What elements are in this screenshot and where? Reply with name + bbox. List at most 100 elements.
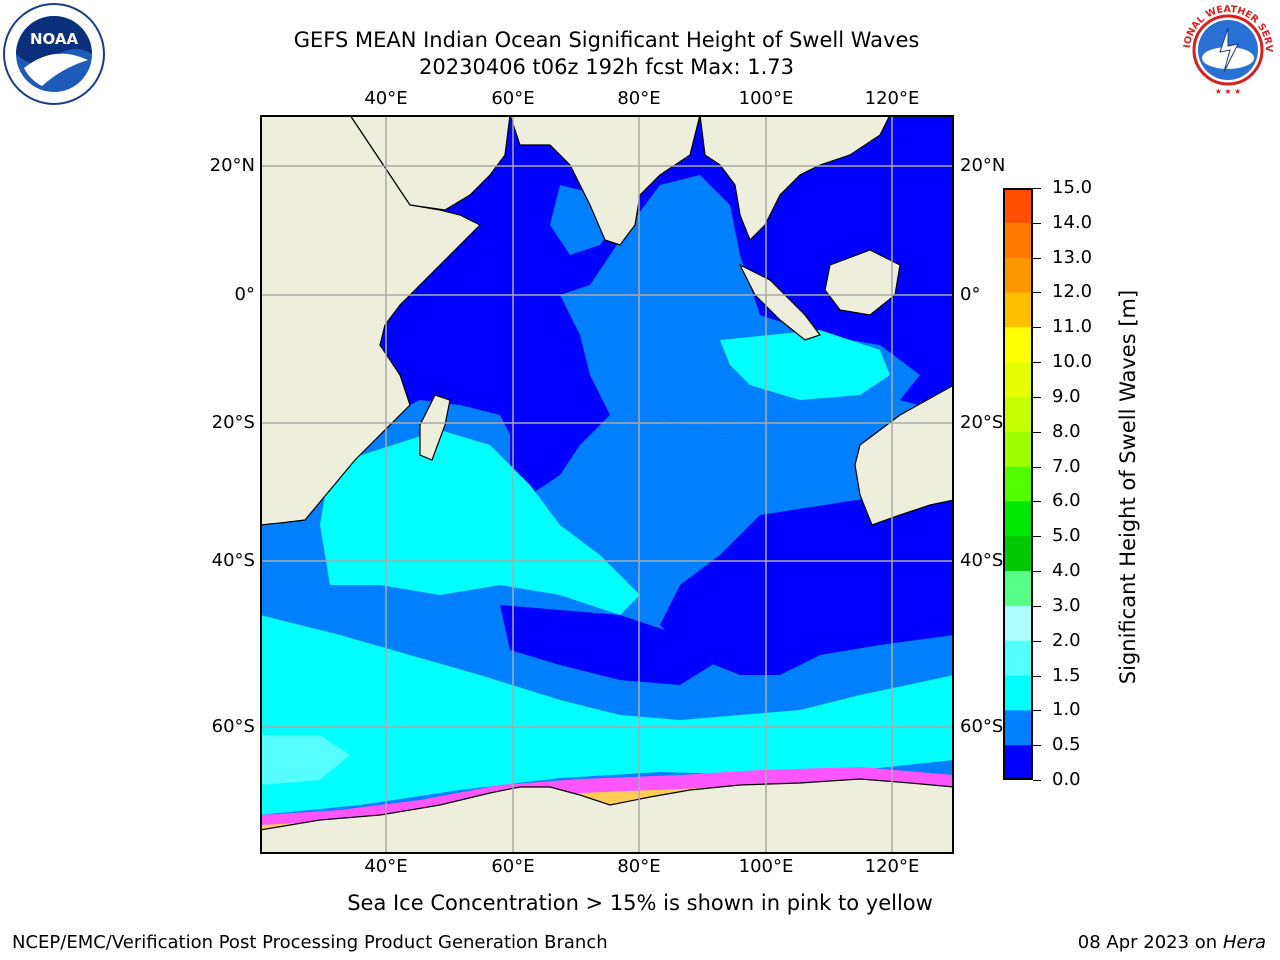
land-india: [509, 115, 701, 246]
land-borneo: [824, 249, 901, 316]
colorbar-segment: [1003, 710, 1033, 746]
colorbar-tick-mark: [1033, 257, 1041, 259]
colorbar-segment: [1003, 292, 1033, 328]
colorbar-tick-label: 3.0: [1052, 594, 1081, 616]
colorbar-segment: [1003, 188, 1033, 224]
lat-tick-right: 40°S: [960, 550, 1004, 571]
credit-organization: NCEP/EMC/Verification Post Processing Pr…: [12, 932, 608, 953]
swell-height-map: [260, 115, 954, 854]
colorbar-tick-mark: [1033, 396, 1041, 398]
colorbar-tick-label: 5.0: [1052, 525, 1081, 547]
colorbar-tick-mark: [1033, 780, 1041, 781]
colorbar-tick-mark: [1033, 536, 1041, 538]
colorbar-tick-label: 14.0: [1052, 211, 1093, 233]
land-madagascar: [419, 394, 451, 461]
lon-tick-bottom: 60°E: [491, 856, 535, 877]
noaa-logo: NOAA: [3, 3, 105, 105]
colorbar-segment: [1003, 327, 1033, 363]
colorbar-tick-mark: [1033, 466, 1041, 468]
lon-tick-bottom: 40°E: [364, 856, 408, 877]
colorbar-tick-label: 15.0: [1052, 177, 1093, 198]
colorbar-segment: [1003, 536, 1033, 572]
colorbar-tick-label: 13.0: [1052, 246, 1093, 268]
colorbar-tick-mark: [1033, 745, 1041, 747]
national-weather-service-logo: NATIONAL WEATHER SERVICE ★ ★ ★: [1178, 0, 1276, 98]
colorbar-tick-mark: [1033, 292, 1041, 294]
credit-date-text: 08 Apr 2023 on: [1077, 932, 1223, 953]
colorbar-tick-label: 10.0: [1052, 351, 1093, 373]
lon-tick-bottom: 120°E: [864, 856, 920, 877]
lat-tick-left: 0°: [234, 284, 255, 305]
colorbar-tick-label: 0.0: [1052, 769, 1081, 790]
colorbar-tick-mark: [1033, 675, 1041, 677]
colorbar-tick-mark: [1033, 431, 1041, 433]
lon-tick-top: 40°E: [364, 88, 408, 109]
colorbar-tick-mark: [1033, 640, 1041, 642]
low-swell-region-southeast: [660, 485, 954, 675]
colorbar-tick-label: 0.5: [1052, 734, 1081, 756]
colorbar-tick-mark: [1033, 571, 1041, 573]
lon-tick-top: 60°E: [491, 88, 535, 109]
lat-tick-right: 20°N: [960, 155, 1006, 176]
colorbar-segment: [1003, 466, 1033, 502]
colorbar-tick-label: 9.0: [1052, 385, 1081, 407]
map-gridlines: [260, 115, 954, 854]
chart-title: GEFS MEAN Indian Ocean Significant Heigh…: [293, 28, 920, 52]
colorbar-tick-label: 1.5: [1052, 664, 1081, 686]
low-swell-region-midocean: [500, 605, 720, 685]
colorbar-segment: [1003, 257, 1033, 293]
colorbar-border: [1003, 188, 1033, 780]
lon-tick-top: 80°E: [617, 88, 661, 109]
lat-tick-right: 60°S: [960, 716, 1004, 737]
credit-date: 08 Apr 2023 on Hera: [1078, 932, 1266, 953]
svg-text:★ ★ ★: ★ ★ ★: [1215, 87, 1242, 96]
colorbar-tick-mark: [1033, 605, 1041, 607]
high-swell-band-west: [260, 735, 350, 785]
colorbar-title: Significant Height of Swell Waves [m]: [1116, 289, 1140, 685]
colorbar-tick-mark: [1033, 501, 1041, 503]
lat-tick-left: 40°S: [211, 550, 255, 571]
high-swell-band-central: [320, 430, 640, 615]
colorbar-segment: [1003, 605, 1033, 642]
chart-subtitle: 20230406 t06z 192h fcst Max: 1.73: [419, 55, 794, 79]
noaa-logo-text: NOAA: [30, 30, 79, 48]
colorbar-tick-label: 2.0: [1052, 629, 1081, 651]
colorbar-segment: [1003, 571, 1033, 607]
high-swell-band-eastpatch: [720, 330, 890, 400]
colorbar-tick-label: 4.0: [1052, 560, 1081, 582]
colorbar-segment: [1003, 640, 1033, 677]
colorbar-tick-label: 12.0: [1052, 281, 1093, 303]
colorbar-tick-label: 11.0: [1052, 316, 1093, 338]
colorbar: [1003, 188, 1033, 780]
lon-tick-top: 100°E: [738, 88, 794, 109]
colorbar-tick-mark: [1033, 710, 1041, 712]
colorbar-tick-mark: [1033, 327, 1041, 329]
land-antarctica: [260, 778, 954, 854]
colorbar-tick-mark: [1033, 222, 1041, 224]
colorbar-segment: [1003, 431, 1033, 468]
land-arabia: [349, 115, 511, 211]
lat-tick-right: 0°: [960, 284, 981, 305]
colorbar-segment: [1003, 396, 1033, 433]
sea-ice-note: Sea Ice Concentration > 15% is shown in …: [347, 891, 933, 915]
lon-tick-bottom: 80°E: [617, 856, 661, 877]
lat-tick-right: 20°S: [960, 412, 1004, 433]
lat-tick-left: 20°N: [209, 155, 255, 176]
colorbar-segment: [1003, 362, 1033, 398]
colorbar-tick-mark: [1033, 362, 1041, 364]
colorbar-tick-label: 6.0: [1052, 490, 1081, 512]
lat-tick-left: 20°S: [211, 412, 255, 433]
colorbar-segment: [1003, 501, 1033, 537]
high-swell-band-south: [260, 615, 954, 820]
colorbar-tick-label: 8.0: [1052, 420, 1081, 442]
land-sumatra: [738, 263, 821, 341]
colorbar-segment: [1003, 222, 1033, 259]
land-australia: [854, 384, 954, 526]
credit-machine: Hera: [1222, 932, 1266, 953]
colorbar-segment: [1003, 745, 1033, 780]
colorbar-tick-mark: [1033, 188, 1041, 189]
land-southeast-asia: [699, 115, 891, 242]
lon-tick-bottom: 100°E: [738, 856, 794, 877]
lat-tick-left: 60°S: [211, 716, 255, 737]
lon-tick-top: 120°E: [864, 88, 920, 109]
